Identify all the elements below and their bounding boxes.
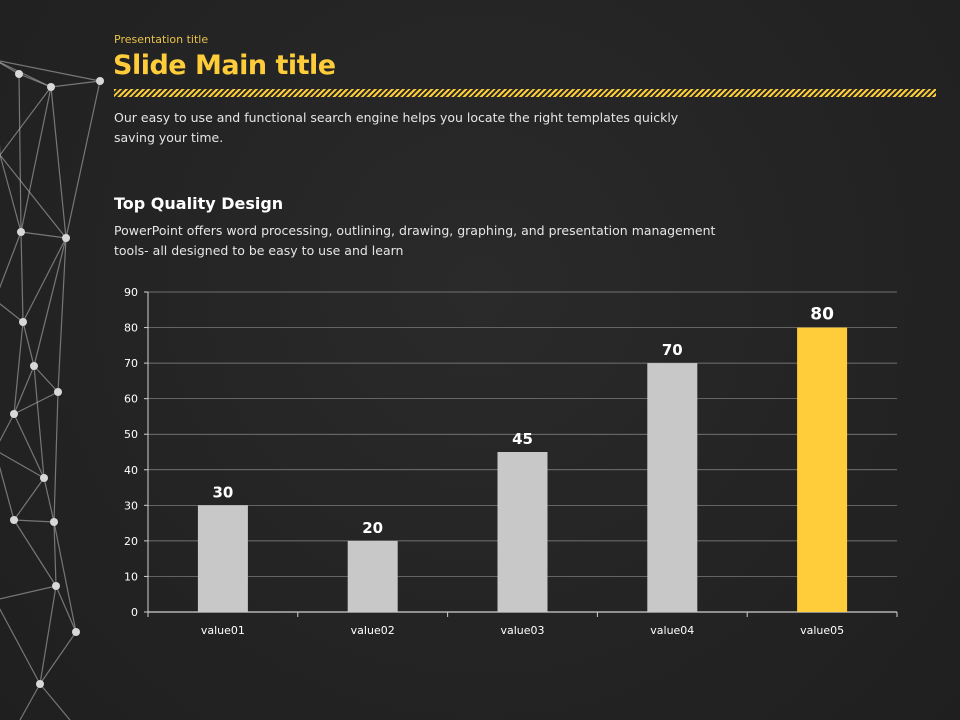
network-node [96, 77, 104, 85]
network-line [0, 60, 101, 82]
network-line [0, 303, 24, 323]
network-node [30, 362, 38, 370]
x-tick-label: value01 [201, 624, 245, 637]
network-node [62, 234, 70, 242]
network-line [53, 521, 57, 587]
network-line [50, 86, 67, 239]
network-line [22, 237, 67, 323]
network-line [0, 231, 22, 289]
y-tick-label: 20 [124, 535, 138, 548]
data-label: 30 [212, 483, 233, 501]
network-line [0, 466, 15, 521]
y-tick-label: 40 [124, 464, 138, 477]
x-tick-label: value03 [500, 624, 544, 637]
network-line [13, 519, 55, 523]
network-line [43, 477, 55, 523]
network-line [20, 231, 24, 323]
network-line [0, 452, 45, 479]
network-line [13, 413, 45, 479]
network-line [19, 683, 41, 720]
network-line [39, 585, 57, 685]
y-tick-label: 90 [124, 286, 138, 299]
network-node [50, 518, 58, 526]
bar-value02 [347, 540, 398, 612]
y-tick-label: 80 [124, 322, 138, 335]
network-line [13, 321, 24, 415]
bar-value01 [197, 505, 248, 612]
network-node [54, 388, 62, 396]
network-line [0, 154, 22, 233]
network-line [33, 237, 67, 367]
network-line [13, 519, 57, 587]
network-node [72, 628, 80, 636]
network-line [0, 154, 67, 239]
network-line [0, 86, 52, 156]
network-node [40, 474, 48, 482]
bar-value04 [647, 363, 698, 612]
presentation-title: Presentation title [114, 33, 209, 46]
network-node [17, 228, 25, 236]
network-line [33, 365, 59, 393]
data-label: 20 [362, 519, 383, 537]
network-line [50, 80, 101, 88]
network-line [13, 477, 45, 521]
network-line [0, 62, 20, 75]
network-line [20, 86, 52, 233]
y-tick-label: 60 [124, 393, 138, 406]
network-line [33, 365, 45, 479]
network-node [47, 83, 55, 91]
data-label: 80 [810, 305, 834, 325]
network-line [55, 585, 77, 633]
network-line [39, 631, 77, 685]
network-line [0, 413, 15, 442]
network-node [19, 318, 27, 326]
network-line [57, 237, 67, 393]
data-label: 70 [662, 341, 683, 359]
x-tick-label: value05 [800, 624, 844, 637]
network-node [10, 410, 18, 418]
bar-value05 [797, 327, 848, 612]
network-line [0, 585, 57, 600]
network-line [0, 608, 41, 685]
x-tick-label: value04 [650, 624, 694, 637]
network-line [65, 80, 101, 239]
x-tick-label: value02 [351, 624, 395, 637]
y-tick-label: 50 [124, 428, 138, 441]
network-line [13, 391, 59, 415]
network-line [22, 321, 35, 367]
network-line [20, 231, 67, 239]
section-title: Top Quality Design [114, 194, 284, 213]
network-decoration [0, 60, 104, 720]
y-tick-label: 30 [124, 499, 138, 512]
network-line [13, 365, 35, 415]
network-line [39, 683, 71, 720]
y-tick-label: 0 [131, 606, 138, 619]
y-tick-label: 10 [124, 570, 138, 583]
network-node [52, 582, 60, 590]
network-line [0, 61, 52, 88]
network-line [18, 73, 22, 233]
network-node [10, 516, 18, 524]
slide-description: Our easy to use and functional search en… [114, 110, 679, 145]
network-node [36, 680, 44, 688]
slide-main-title: Slide Main title [113, 50, 336, 81]
bar-value03 [497, 452, 548, 612]
title-divider [114, 89, 936, 97]
data-label: 45 [512, 430, 533, 448]
section-description: PowerPoint offers word processing, outli… [114, 223, 716, 258]
network-node [15, 70, 23, 78]
y-tick-label: 70 [124, 357, 138, 370]
network-line [53, 391, 59, 523]
network-line [53, 521, 77, 633]
